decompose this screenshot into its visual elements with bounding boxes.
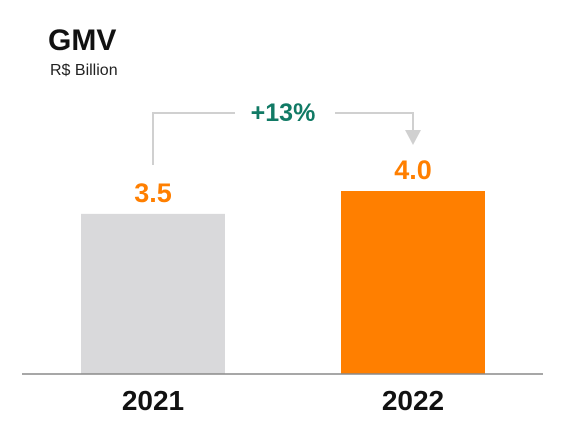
growth-connector-line — [152, 112, 235, 165]
bar-2021 — [81, 213, 225, 374]
bar-2022 — [341, 191, 485, 374]
growth-label: +13% — [251, 99, 316, 127]
chart-title: GMV — [48, 24, 116, 57]
category-label-group: 2021 2022 — [122, 385, 444, 416]
category-label-2021: 2021 — [122, 385, 184, 416]
growth-connector-line-right — [335, 112, 414, 132]
value-label-2022: 4.0 — [394, 155, 432, 185]
category-label-2022: 2022 — [382, 385, 444, 416]
bar-group — [81, 191, 485, 374]
growth-arrow-icon — [405, 130, 421, 145]
value-label-2021: 3.5 — [134, 178, 172, 208]
value-label-group: 3.5 4.0 — [134, 155, 432, 208]
chart-subtitle: R$ Billion — [50, 62, 118, 79]
